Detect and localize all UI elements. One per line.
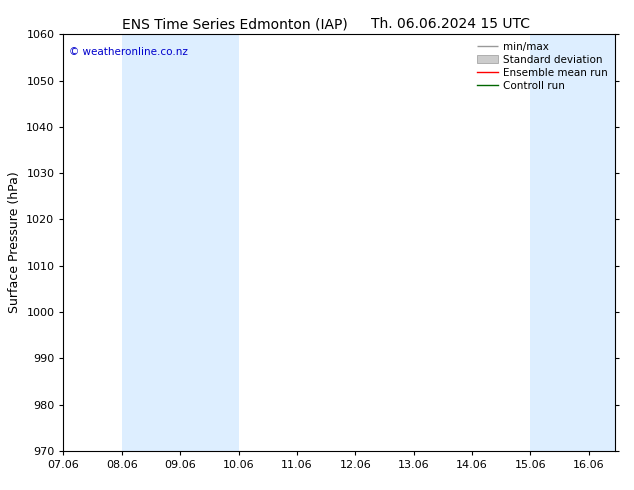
- Text: ENS Time Series Edmonton (IAP): ENS Time Series Edmonton (IAP): [122, 17, 347, 31]
- Bar: [589, 34, 615, 451]
- Bar: [122, 34, 180, 451]
- Bar: [531, 34, 589, 451]
- Bar: [180, 34, 238, 451]
- Legend: min/max, Standard deviation, Ensemble mean run, Controll run: min/max, Standard deviation, Ensemble me…: [473, 37, 612, 95]
- Y-axis label: Surface Pressure (hPa): Surface Pressure (hPa): [8, 172, 21, 314]
- Text: © weatheronline.co.nz: © weatheronline.co.nz: [69, 47, 188, 57]
- Text: Th. 06.06.2024 15 UTC: Th. 06.06.2024 15 UTC: [371, 17, 529, 31]
